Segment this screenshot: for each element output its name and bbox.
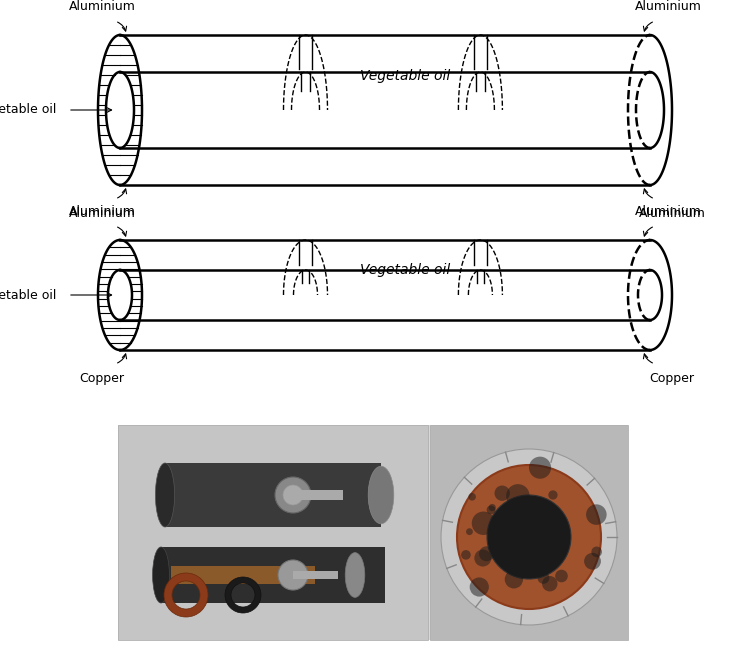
Bar <box>293 490 343 500</box>
Text: Vegetable oil: Vegetable oil <box>360 69 450 84</box>
Text: Aluminium: Aluminium <box>635 205 701 218</box>
Circle shape <box>472 511 495 535</box>
Circle shape <box>469 578 489 597</box>
Circle shape <box>489 504 496 511</box>
Text: Copper: Copper <box>80 372 125 385</box>
Wedge shape <box>164 573 208 617</box>
Circle shape <box>505 570 523 588</box>
Circle shape <box>494 486 510 501</box>
Bar <box>161 547 385 603</box>
Ellipse shape <box>156 463 175 527</box>
Circle shape <box>457 465 601 609</box>
Circle shape <box>469 493 476 501</box>
Ellipse shape <box>345 553 365 597</box>
Circle shape <box>466 528 473 535</box>
Circle shape <box>591 547 602 557</box>
Ellipse shape <box>153 547 170 603</box>
Circle shape <box>537 572 549 584</box>
Circle shape <box>441 449 617 625</box>
Bar <box>165 463 381 527</box>
Bar <box>293 571 338 579</box>
Text: Aluminium: Aluminium <box>638 207 706 220</box>
Circle shape <box>548 490 558 499</box>
Circle shape <box>479 546 494 561</box>
Ellipse shape <box>368 467 394 524</box>
Circle shape <box>275 477 311 513</box>
Circle shape <box>283 485 303 505</box>
Bar <box>430 425 628 640</box>
Text: Vegetable oil: Vegetable oil <box>360 263 450 277</box>
Text: Aluminium: Aluminium <box>69 205 136 218</box>
Circle shape <box>475 549 492 567</box>
Text: Copper: Copper <box>649 372 694 385</box>
Circle shape <box>486 505 495 515</box>
Text: Vegetable oil: Vegetable oil <box>0 103 56 116</box>
Circle shape <box>461 550 471 560</box>
Circle shape <box>529 457 551 479</box>
Bar <box>118 425 428 640</box>
Circle shape <box>542 576 557 592</box>
Circle shape <box>278 560 308 590</box>
Text: Aluminium: Aluminium <box>635 0 701 13</box>
Text: Aluminium: Aluminium <box>69 207 136 220</box>
Bar <box>171 566 315 584</box>
Circle shape <box>506 484 530 507</box>
Circle shape <box>487 495 571 579</box>
Circle shape <box>584 553 601 570</box>
Bar <box>118 425 628 640</box>
Text: Aluminium: Aluminium <box>69 0 136 13</box>
Circle shape <box>555 570 568 582</box>
Wedge shape <box>225 577 261 613</box>
Circle shape <box>586 504 607 525</box>
Text: Vegetable oil: Vegetable oil <box>0 288 56 301</box>
